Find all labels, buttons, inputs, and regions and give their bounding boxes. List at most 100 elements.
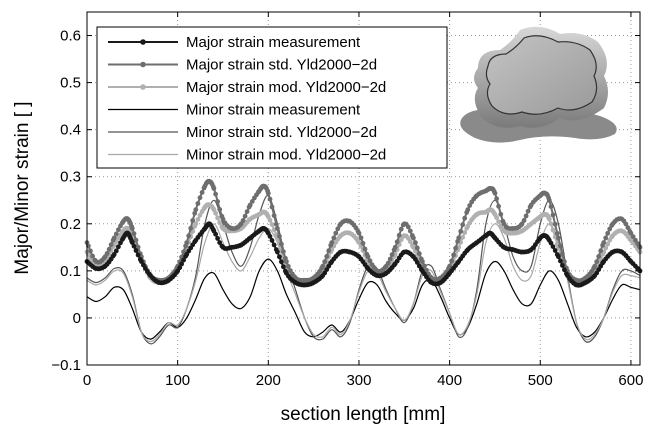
y-tick-label: 0 (73, 310, 81, 327)
data-point (247, 202, 253, 208)
data-point (113, 231, 119, 237)
data-point (546, 197, 552, 203)
data-point (220, 216, 226, 222)
data-point (279, 259, 284, 265)
legend-label: Minor strain std. Yld2000−2d (186, 124, 377, 141)
data-point (367, 258, 373, 264)
data-point (277, 254, 282, 260)
data-point (407, 228, 413, 234)
data-point (179, 261, 185, 267)
data-point (492, 190, 498, 196)
data-point (193, 221, 199, 227)
data-point (556, 254, 561, 260)
legend-item: Major strain std. Yld2000−2d (108, 57, 377, 74)
data-point (625, 225, 631, 231)
series-1 (84, 221, 643, 288)
data-point (286, 264, 291, 269)
y-tick-label: −0.1 (51, 357, 81, 374)
data-point (265, 190, 271, 196)
data-point (192, 210, 198, 216)
data-point (249, 199, 255, 204)
data-point (106, 246, 112, 252)
x-tick-label: 300 (346, 372, 371, 389)
data-point (467, 203, 473, 208)
y-tick-label: 0.2 (60, 216, 81, 233)
data-point (596, 254, 602, 259)
data-point (414, 245, 420, 251)
data-point (275, 249, 280, 255)
data-point (356, 230, 362, 236)
data-point (213, 210, 219, 216)
data-point (550, 244, 556, 250)
legend-label: Minor strain mod. Yld2000−2d (186, 147, 386, 164)
data-point (244, 209, 250, 215)
data-point (453, 245, 458, 251)
legend-item: Major strain mod. Yld2000−2d (108, 79, 386, 96)
data-point (197, 212, 203, 218)
y-axis-label: Major/Minor strain [ ] (12, 101, 33, 274)
data-point (211, 186, 217, 191)
data-point (269, 204, 275, 210)
data-point (630, 234, 636, 240)
data-point (329, 240, 335, 246)
legend-item: Minor strain std. Yld2000−2d (108, 124, 377, 141)
data-point (449, 258, 454, 264)
x-tick-label: 200 (256, 372, 281, 389)
data-point (195, 201, 201, 206)
data-point (139, 259, 144, 264)
data-point (131, 231, 137, 237)
legend-item: Major strain measurement (108, 34, 361, 51)
data-point (594, 259, 600, 265)
data-point (456, 235, 462, 241)
legend-label: Major strain measurement (186, 34, 361, 51)
data-point (605, 241, 611, 247)
data-point (385, 260, 391, 266)
data-point (498, 211, 504, 217)
data-point (184, 240, 190, 246)
data-point (562, 267, 567, 273)
data-point (462, 215, 468, 221)
plot-frame (86, 11, 641, 366)
data-point (284, 259, 289, 264)
data-point (494, 196, 499, 202)
data-point (267, 196, 273, 202)
data-point (326, 248, 332, 254)
data-point (275, 226, 280, 231)
data-point (414, 260, 420, 265)
data-point (215, 215, 221, 221)
data-point (422, 263, 427, 269)
data-point (407, 239, 413, 245)
data-point (281, 264, 286, 270)
data-point (405, 224, 411, 230)
data-point (496, 219, 501, 225)
data-point (603, 235, 609, 241)
data-point (90, 253, 95, 259)
data-point (213, 191, 219, 197)
data-point (603, 245, 609, 251)
data-point (195, 217, 201, 222)
data-point (324, 254, 330, 259)
data-point (116, 227, 121, 233)
legend-swatch-marker (140, 61, 146, 68)
data-point (628, 230, 634, 236)
data-point (424, 267, 429, 273)
legend-item: Minor strain measurement (108, 102, 361, 119)
y-tick-label: 0.1 (60, 263, 81, 280)
data-point (592, 263, 598, 269)
series-6 (86, 223, 641, 343)
series-lines (84, 178, 643, 345)
data-point (190, 218, 196, 223)
data-point (177, 265, 183, 271)
data-point (605, 230, 611, 236)
data-point (362, 246, 368, 252)
data-point (387, 256, 393, 262)
data-point (554, 231, 560, 236)
data-point (396, 232, 402, 238)
x-tick-label: 100 (165, 372, 190, 389)
data-point (131, 243, 137, 249)
data-point (273, 221, 279, 227)
legend: Major strain measurement Major strain std… (96, 26, 448, 169)
data-point (217, 220, 223, 226)
data-point (199, 190, 205, 195)
